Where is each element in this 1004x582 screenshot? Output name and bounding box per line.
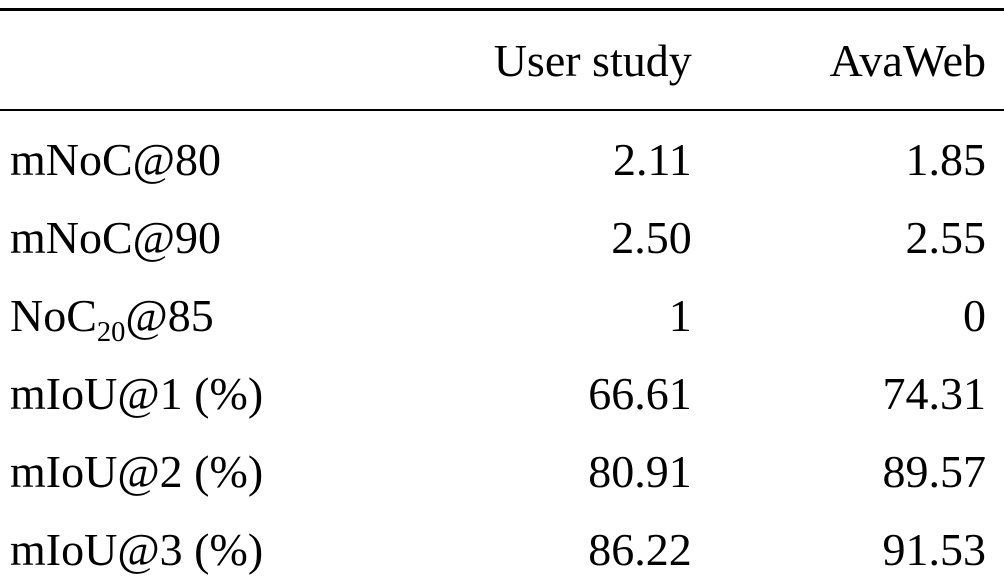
metric-label-text: @85 (125, 289, 214, 341)
results-table: User study AvaWeb mNoC@80 2.11 1.85 mNoC@90… (0, 8, 1004, 582)
avaweb-value: 0 (963, 289, 986, 341)
metric-label: mNoC@90 (0, 198, 442, 276)
user-study-value: 86.22 (588, 523, 692, 575)
table-row: mIoU@3 (%) 86.22 91.53 (0, 510, 1004, 582)
avaweb-value: 91.53 (882, 523, 987, 575)
column-header-avaweb: AvaWeb (692, 9, 1004, 111)
table-header: User study AvaWeb (0, 9, 1004, 111)
user-study-value: 66.61 (588, 367, 692, 419)
metric-column-header (0, 9, 442, 111)
table-row: NoC20@85 1 0 (0, 276, 1004, 354)
user-study-value: 80.91 (588, 445, 692, 497)
metric-label: mIoU@2 (%) (0, 432, 442, 510)
table-row: mNoC@80 2.11 1.85 (0, 110, 1004, 198)
metric-label: mNoC@80 (0, 110, 442, 198)
column-header-user-study: User study (441, 9, 693, 111)
metric-label-text: mNoC@90 (10, 211, 222, 263)
metric-label-text: mIoU@1 (%) (10, 367, 264, 419)
table-row: mIoU@2 (%) 80.91 89.57 (0, 432, 1004, 510)
avaweb-value: 74.31 (882, 367, 987, 419)
metric-label-text: mNoC@80 (10, 133, 222, 185)
user-study-value: 2.11 (612, 133, 692, 185)
metric-label-text: mIoU@2 (%) (10, 445, 264, 497)
user-study-value: 1 (668, 289, 692, 341)
metric-label: NoC20@85 (0, 276, 442, 354)
table-row: mNoC@90 2.50 2.55 (0, 198, 1004, 276)
metric-label-text: mIoU@3 (%) (10, 523, 264, 575)
header-row: User study AvaWeb (0, 9, 1004, 111)
metric-label: mIoU@1 (%) (0, 354, 442, 432)
avaweb-value: 1.85 (905, 133, 987, 185)
avaweb-value: 89.57 (882, 445, 987, 497)
user-study-value: 2.50 (611, 211, 692, 263)
metric-label: mIoU@3 (%) (0, 510, 442, 582)
metric-label-subscript: 20 (96, 316, 126, 348)
avaweb-value: 2.55 (905, 211, 987, 263)
table-row: mIoU@1 (%) 66.61 74.31 (0, 354, 1004, 432)
metric-label-text: NoC (10, 289, 97, 341)
table-body: mNoC@80 2.11 1.85 mNoC@90 2.50 2.55 NoC20@85 1 0… (0, 110, 1004, 582)
